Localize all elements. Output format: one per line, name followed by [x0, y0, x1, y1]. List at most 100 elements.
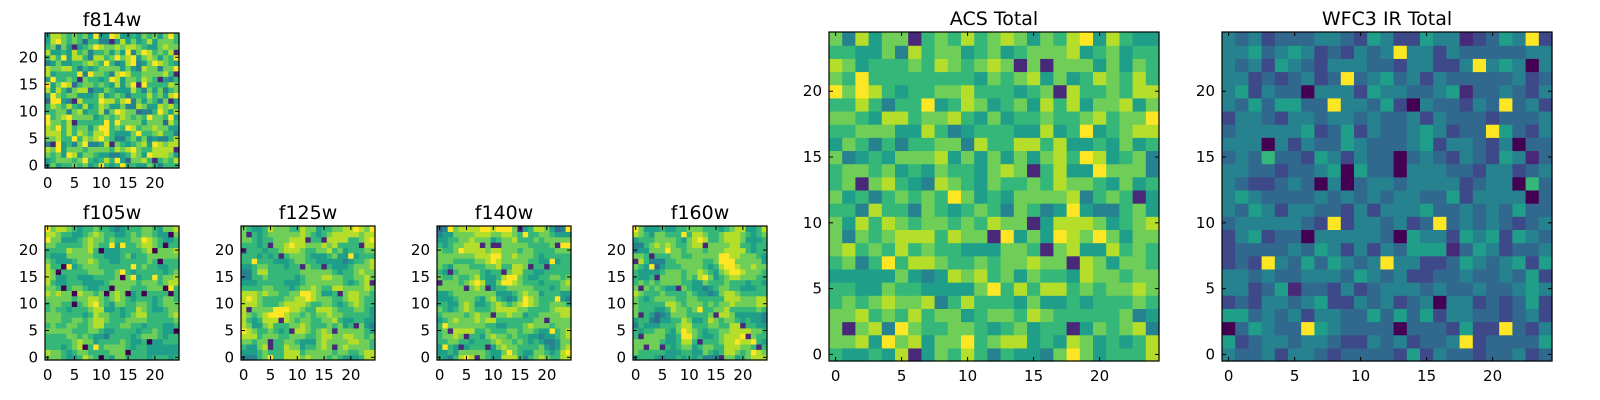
heatmap-cell — [761, 306, 768, 313]
heatmap-cell — [533, 301, 540, 307]
heatmap-cell — [654, 263, 661, 270]
heatmap-cell — [316, 236, 322, 243]
heatmap-cell — [1013, 255, 1028, 270]
heatmap-cell — [670, 338, 677, 345]
heatmap-cell — [136, 43, 143, 50]
heatmap-cell — [1248, 295, 1263, 309]
heatmap-cell — [305, 295, 312, 302]
heatmap-cell — [353, 242, 360, 249]
heatmap-cell — [316, 290, 322, 297]
heatmap-cell — [157, 284, 164, 291]
heatmap-cell — [1053, 150, 1068, 165]
heatmap-cell — [495, 301, 502, 307]
heatmap-cell — [1013, 71, 1028, 86]
heatmap-cell — [1525, 295, 1540, 309]
heatmap-cell — [278, 279, 285, 286]
heatmap-cell — [544, 333, 551, 340]
heatmap-cell — [761, 349, 768, 356]
x-tick-label: 20 — [341, 366, 360, 384]
heatmap-cell — [1301, 347, 1315, 362]
heatmap-cell — [1079, 347, 1094, 362]
heatmap-cell — [98, 284, 105, 291]
heatmap-cell — [299, 349, 306, 356]
heatmap-cell — [538, 284, 545, 291]
heatmap-cell — [348, 242, 355, 249]
heatmap-cell — [829, 242, 843, 257]
heatmap-cell — [50, 87, 57, 93]
heatmap-cell — [659, 306, 666, 313]
heatmap-cell — [93, 81, 100, 88]
heatmap-cell — [103, 236, 110, 243]
heatmap-cell — [262, 311, 269, 318]
heatmap-cell — [353, 343, 360, 350]
heatmap-cell — [708, 268, 714, 275]
heatmap-cell — [136, 231, 143, 238]
heatmap-cell — [1446, 229, 1461, 244]
heatmap-cell — [469, 236, 476, 243]
heatmap-cell — [1079, 45, 1094, 59]
heatmap-cell — [490, 242, 497, 249]
heatmap-cell — [453, 247, 460, 254]
heatmap-cell — [1433, 58, 1447, 73]
heatmap-cell — [1446, 295, 1461, 309]
heatmap-cell — [157, 92, 164, 99]
heatmap-cell — [152, 43, 159, 50]
heatmap-cell — [358, 284, 365, 291]
heatmap-cell — [501, 295, 508, 302]
heatmap-cell — [453, 295, 460, 302]
heatmap-cell — [45, 92, 51, 99]
heatmap-cell — [109, 38, 116, 45]
heatmap-cell — [358, 354, 365, 361]
heatmap-cell — [120, 317, 126, 324]
heatmap-cell — [868, 110, 883, 125]
heatmap-cell — [283, 252, 290, 259]
heatmap-cell — [643, 317, 650, 324]
heatmap-cell — [1459, 124, 1474, 138]
heatmap-cell — [109, 130, 116, 137]
heatmap-cell — [740, 338, 747, 345]
heatmap-cell — [1512, 32, 1527, 46]
heatmap-cell — [686, 295, 693, 302]
heatmap-cell — [66, 279, 73, 286]
heatmap-cell — [61, 268, 68, 275]
heatmap-cell — [447, 258, 454, 265]
heatmap-cell — [517, 333, 524, 340]
heatmap-cell — [168, 327, 175, 334]
heatmap-cell — [45, 70, 51, 77]
heatmap-cell — [1459, 163, 1474, 178]
heatmap-cell — [173, 333, 180, 340]
x-tick-label: 15 — [1024, 367, 1043, 385]
heatmap-cell — [1106, 71, 1120, 86]
heatmap-cell — [1027, 216, 1041, 230]
heatmap-cell — [756, 279, 763, 286]
heatmap-cell — [560, 247, 567, 254]
heatmap-cell — [98, 81, 105, 88]
heatmap-cell — [921, 137, 936, 152]
heatmap-cell — [130, 247, 137, 254]
heatmap-cell — [908, 308, 922, 323]
heatmap-cell — [549, 306, 556, 313]
heatmap-cell — [283, 311, 290, 318]
heatmap-cell — [1486, 216, 1500, 230]
heatmap-cell — [162, 65, 169, 72]
heatmap-cell — [1380, 137, 1395, 152]
heatmap-cell — [633, 268, 639, 275]
heatmap-cell — [1367, 163, 1381, 178]
heatmap-cell — [353, 301, 360, 307]
heatmap-cell — [649, 295, 656, 302]
heatmap-cell — [740, 349, 747, 356]
heatmap-cell — [549, 226, 556, 232]
heatmap-cell — [1235, 242, 1249, 257]
heatmap-cell — [299, 317, 306, 324]
heatmap-cell — [1288, 295, 1302, 309]
heatmap-cell — [87, 354, 94, 361]
heatmap-cell — [474, 317, 481, 324]
heatmap-cell — [458, 279, 465, 286]
heatmap-cell — [718, 301, 725, 307]
heatmap-cell — [533, 290, 540, 297]
heatmap-cell — [1380, 71, 1395, 86]
heatmap-cell — [745, 258, 752, 265]
heatmap-cell — [71, 43, 78, 50]
heatmap-cell — [1499, 334, 1513, 349]
heatmap-cell — [554, 284, 561, 291]
